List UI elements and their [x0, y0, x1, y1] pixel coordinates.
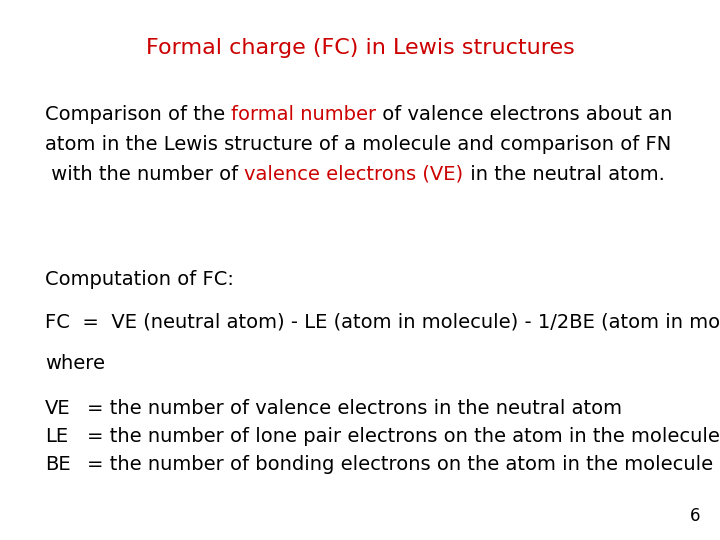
Text: LE: LE	[45, 427, 68, 446]
Text: formal number: formal number	[231, 105, 377, 124]
Text: Formal charge (FC) in Lewis structures: Formal charge (FC) in Lewis structures	[145, 38, 575, 58]
Text: = the number of bonding electrons on the atom in the molecule: = the number of bonding electrons on the…	[87, 455, 713, 474]
Text: = the number of valence electrons in the neutral atom: = the number of valence electrons in the…	[87, 399, 622, 418]
Text: 6: 6	[690, 507, 700, 525]
Text: BE: BE	[45, 455, 71, 474]
Text: atom in the Lewis structure of a molecule and comparison of FN: atom in the Lewis structure of a molecul…	[45, 135, 671, 154]
Text: Computation of FC:: Computation of FC:	[45, 270, 234, 289]
Text: with the number of: with the number of	[45, 165, 244, 184]
Text: FC  =  VE (neutral atom) - LE (atom in molecule) - 1/2BE (atom in molecule): FC = VE (neutral atom) - LE (atom in mol…	[45, 312, 720, 331]
Text: VE: VE	[45, 399, 71, 418]
Text: of valence electrons about an: of valence electrons about an	[377, 105, 673, 124]
Text: in the neutral atom.: in the neutral atom.	[464, 165, 665, 184]
Text: = the number of lone pair electrons on the atom in the molecule: = the number of lone pair electrons on t…	[87, 427, 720, 446]
Text: valence electrons (VE): valence electrons (VE)	[244, 165, 464, 184]
Text: Comparison of the: Comparison of the	[45, 105, 231, 124]
Text: where: where	[45, 354, 105, 373]
